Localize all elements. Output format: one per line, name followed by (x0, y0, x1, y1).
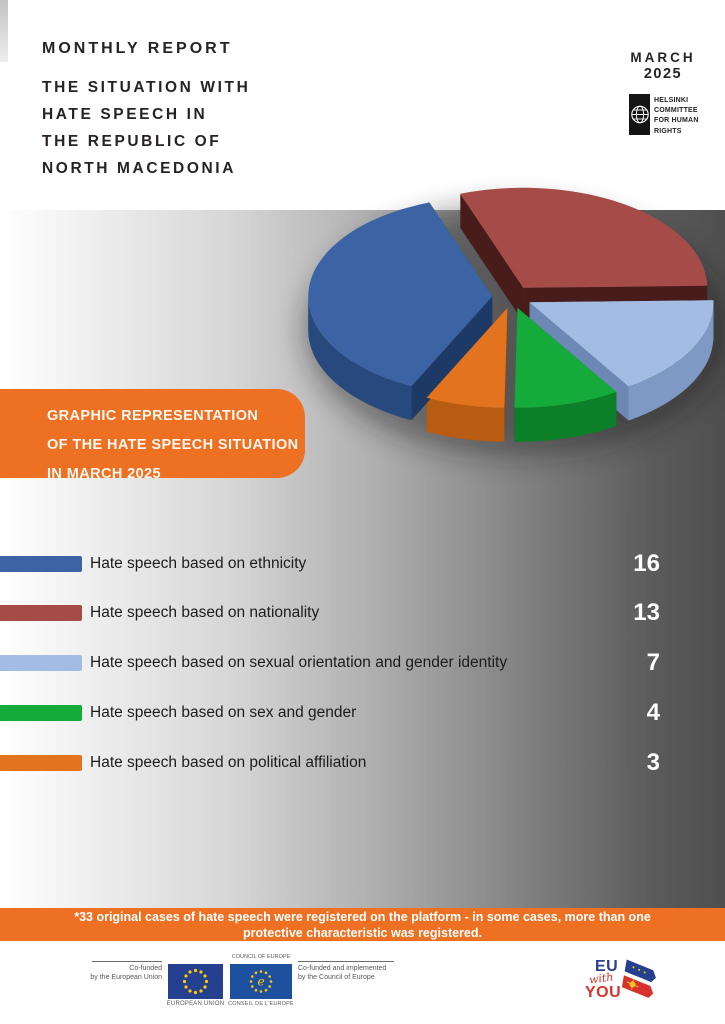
title-line: THE SITUATION WITH (42, 79, 251, 96)
month-label: MARCH (630, 50, 696, 65)
footnote-text: *33 original cases of hate speech were r… (74, 909, 651, 940)
helsinki-logo (629, 94, 650, 135)
banner-line: OF THE HATE SPEECH SITUATION (47, 437, 299, 453)
legend-value: 13 (633, 599, 660, 626)
helsinki-line: FOR HUMAN (654, 117, 699, 125)
legend-row-ethnicity: Hate speech based on ethnicity 16 (0, 549, 725, 579)
eu-flag-caption: EUROPEAN UNION (166, 1001, 225, 1007)
banner-line: GRAPHIC REPRESENTATION (47, 408, 259, 424)
legend-row-political: Hate speech based on political affiliati… (0, 748, 725, 778)
legend-swatch-ethnicity (0, 556, 82, 572)
legend-label: Hate speech based on nationality (90, 604, 320, 621)
title-line: THE REPUBLIC OF (42, 133, 222, 150)
coe-title: COUNCIL OF EUROPE (231, 954, 291, 960)
title-line: NORTH MACEDONIA (42, 160, 236, 177)
footer-divider (298, 961, 394, 962)
eu-with-you-logo: EU with YOU (585, 956, 660, 1016)
banner-line: IN MARCH 2025 (47, 466, 161, 482)
legend-swatch-sex-gender (0, 705, 82, 721)
euwy-eu: EU (595, 958, 619, 975)
eu-cofunded-text: Co-funded by the European Union (60, 965, 162, 982)
globe-icon (631, 105, 649, 124)
legend-label: Hate speech based on sex and gender (90, 704, 357, 721)
legend-value: 3 (646, 749, 660, 776)
legend-value: 16 (633, 550, 660, 577)
legend-row-sexual-orientation: Hate speech based on sexual orientation … (0, 648, 725, 678)
legend-value: 4 (646, 699, 660, 726)
legend-label: Hate speech based on ethnicity (90, 555, 307, 572)
svg-text:e: e (257, 975, 264, 989)
legend-swatch-nationality (0, 605, 82, 621)
helsinki-line: HELSINKI (654, 97, 689, 104)
eu-cofunded-line: Co-funded (129, 965, 162, 972)
helsinki-line: RIGHTS (654, 127, 682, 135)
helsinki-line: COMMITTEE (654, 107, 698, 115)
page-title: THE SITUATION WITH HATE SPEECH IN THE RE… (42, 74, 250, 182)
report-label: MONTHLY REPORT (42, 40, 233, 57)
pie-chart (304, 187, 725, 456)
footnote-bar: *33 original cases of hate speech were r… (0, 908, 725, 941)
helsinki-logo-text: HELSINKI COMMITTEE FOR HUMAN RIGHTS (654, 96, 699, 137)
legend-row-sex-gender: Hate speech based on sex and gender 4 (0, 698, 725, 728)
coe-caption: CONSEIL DE L'EUROPE (228, 1001, 294, 1007)
eu-cofunded-line: by the European Union (90, 973, 162, 981)
year-label: 2025 (643, 66, 683, 82)
legend-label: Hate speech based on sexual orientation … (90, 654, 508, 671)
coe-cofunded-line: by the Council of Europe (298, 973, 375, 981)
legend-value: 7 (646, 649, 660, 676)
coe-cofunded-text: Co-funded and implemented by the Council… (298, 965, 408, 982)
chart-title-banner: GRAPHIC REPRESENTATION OF THE HATE SPEEC… (0, 389, 305, 482)
coe-cofunded-line: Co-funded and implemented (298, 965, 387, 972)
eu-flag-icon (168, 964, 223, 999)
title-line: HATE SPEECH IN (42, 106, 208, 123)
council-of-europe-logo: e (230, 964, 292, 999)
euwy-flag-arrow-icon (621, 959, 656, 998)
legend-row-nationality: Hate speech based on nationality 13 (0, 598, 725, 628)
legend-swatch-sexual-orientation (0, 655, 82, 671)
legend-label: Hate speech based on political affiliati… (90, 754, 367, 771)
corner-strip (0, 0, 8, 62)
month-badge: MARCH 2025 (616, 50, 710, 82)
euwy-you: YOU (585, 984, 622, 1001)
footer-divider (92, 961, 162, 962)
legend-swatch-political (0, 755, 82, 771)
